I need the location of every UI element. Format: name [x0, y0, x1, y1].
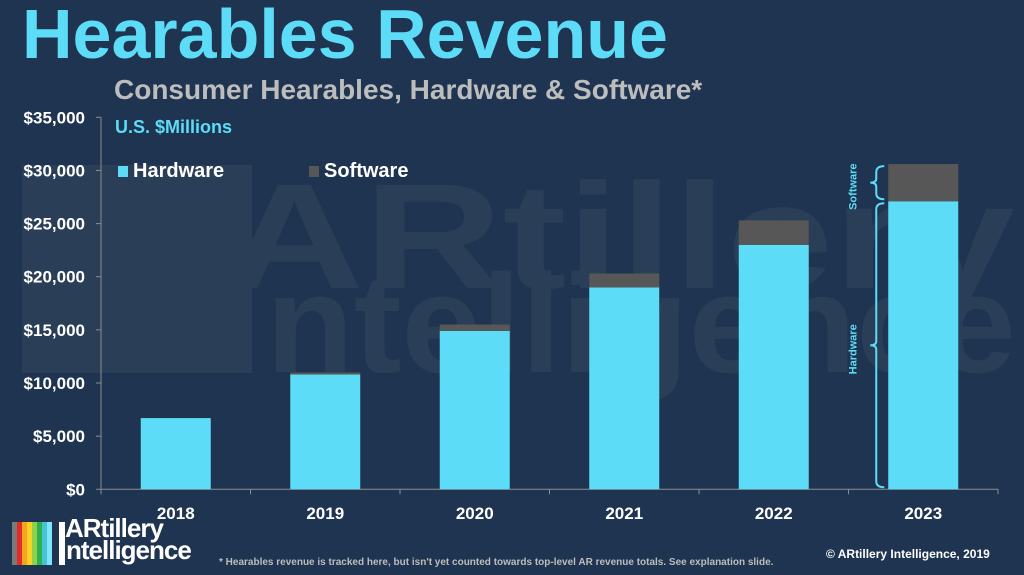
- legend-item-hardware: Hardware: [118, 160, 224, 183]
- y-tick-label: $35,000: [24, 108, 85, 127]
- y-tick-label: $20,000: [24, 268, 85, 287]
- logo-stripes: [12, 522, 52, 565]
- legend-label-hardware: Hardware: [133, 160, 225, 182]
- annotation-software-label: Software: [847, 163, 859, 209]
- bar-hardware-2018: [140, 418, 211, 490]
- logo-stripe: [12, 522, 17, 565]
- logo-stripe: [22, 522, 27, 565]
- axes: $0 $5,000 $10,000 $15,000 $20,000 $25,000 $30,…: [24, 108, 999, 523]
- y-tick-label: $25,000: [24, 215, 85, 234]
- legend-item-software: Software: [309, 160, 408, 183]
- x-tick-label: 2018: [157, 504, 195, 523]
- annotation-hardware-label: Hardware: [847, 324, 859, 374]
- bar-hardware-2019: [290, 374, 361, 490]
- logo-stripe: [42, 522, 47, 565]
- bar-hardware-2022: [738, 244, 809, 490]
- copyright: © ARtillery Intelligence, 2019: [826, 547, 990, 561]
- chart-subtitle: Consumer Hearables, Hardware & Software*: [114, 74, 703, 105]
- units-label: U.S. $Millions: [115, 117, 233, 137]
- bar-software-2022: [738, 220, 809, 245]
- logo-text-line1: ARtillery: [65, 513, 164, 543]
- x-tick-label: 2021: [605, 504, 643, 523]
- watermark-bar: [22, 165, 252, 373]
- brace-hardware: [870, 202, 885, 489]
- bar-software-2019: [290, 372, 361, 375]
- logo-stripe: [27, 522, 32, 565]
- y-tick-label: $15,000: [24, 321, 85, 340]
- logo-stripe: [32, 522, 37, 565]
- logo: ARtillery ntelligence: [12, 515, 212, 567]
- bar-hardware-2020: [439, 330, 510, 490]
- x-tick-label: 2020: [456, 504, 494, 523]
- annotations: Software Hardware: [847, 163, 885, 489]
- x-tick-label: 2022: [755, 504, 793, 523]
- y-tick-label: $5,000: [33, 427, 85, 446]
- y-tick-label: $30,000: [24, 161, 85, 180]
- brace-software: [870, 165, 885, 201]
- bar-hardware-2023: [888, 201, 959, 490]
- watermark: ARtillery ntelligence: [22, 152, 1016, 402]
- legend-swatch-software: [309, 166, 319, 177]
- x-tick-label: 2019: [306, 504, 344, 523]
- legend-label-software: Software: [324, 160, 409, 182]
- page-title: Hearables Revenue: [22, 0, 668, 73]
- footnote: * Hearables revenue is tracked here, but…: [219, 557, 774, 568]
- logo-stripe: [47, 522, 52, 565]
- x-tick-label: 2023: [904, 504, 942, 523]
- logo-stripe: [17, 522, 22, 565]
- bar-software-2023: [888, 164, 959, 202]
- y-tick-label: $0: [66, 480, 85, 499]
- logo-i-bar: [59, 522, 65, 565]
- y-tick-label: $10,000: [24, 374, 85, 393]
- legend-swatch-hardware: [118, 166, 128, 177]
- bars: [140, 164, 959, 490]
- logo-text-line2: ntelligence: [66, 535, 192, 565]
- bar-software-2020: [439, 324, 510, 331]
- bar-hardware-2021: [589, 287, 660, 490]
- logo-stripe: [37, 522, 42, 565]
- bar-software-2021: [589, 273, 660, 288]
